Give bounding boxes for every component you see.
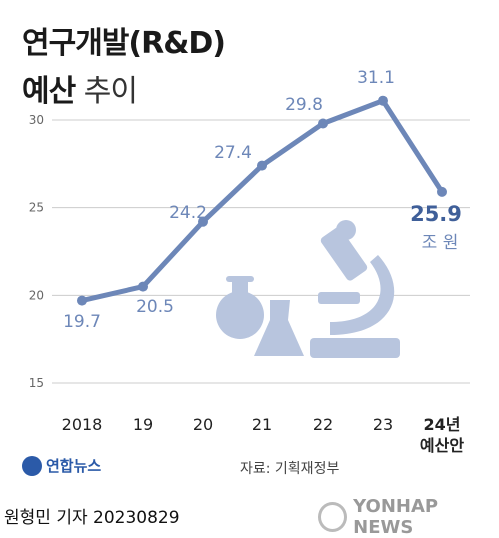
value-label: 27.4 bbox=[214, 143, 252, 163]
value-label: 24.2 bbox=[169, 203, 207, 223]
data-point-0 bbox=[77, 295, 87, 306]
x-tick-label: 21 bbox=[252, 415, 272, 434]
x-tick-label: 22 bbox=[313, 415, 333, 434]
title-word-trend: 추이 bbox=[83, 74, 138, 109]
value-label: 19.7 bbox=[63, 312, 101, 332]
y-tick-label: 30 bbox=[29, 113, 44, 127]
round-flask-icon bbox=[216, 291, 264, 339]
data-point-2 bbox=[198, 216, 208, 227]
yonhap-logo: 연합뉴스 bbox=[22, 455, 101, 476]
line-chart: 15 20 25 30 19.7 20.5 24.2 27.4 29.8 31.1 25.9 조 원… bbox=[29, 68, 470, 455]
value-label: 25.9 bbox=[410, 202, 462, 226]
microscope-arm-icon bbox=[330, 255, 395, 335]
lab-illustration-icon bbox=[216, 220, 400, 358]
conical-flask-icon bbox=[254, 300, 304, 356]
unit-label: 조 원 bbox=[422, 233, 459, 253]
x-tick-label: 24년 bbox=[424, 415, 461, 434]
value-label: 29.8 bbox=[285, 95, 323, 115]
x-tick-label: 예산안 bbox=[420, 436, 464, 455]
yonhap-globe-icon bbox=[22, 455, 42, 476]
author-credit: 원형민 기자 20230829 bbox=[4, 508, 180, 528]
x-tick-label: 19 bbox=[133, 415, 153, 434]
footer-bar: 원형민 기자 20230829 YONHAP NEWS bbox=[0, 493, 499, 538]
title-word-budget: 예산 bbox=[22, 74, 76, 109]
source-note: 자료: 기획재정부 bbox=[240, 461, 340, 477]
data-point-5 bbox=[378, 95, 388, 106]
microscope-stage-icon bbox=[318, 292, 360, 304]
series-layer bbox=[77, 95, 447, 306]
chart-subtitle: 예산 추이 bbox=[22, 66, 138, 110]
x-tick-label: 20 bbox=[193, 415, 213, 434]
watermark-ring-icon bbox=[318, 502, 348, 532]
watermark-text: YONHAP NEWS bbox=[353, 496, 439, 538]
y-tick-label: 20 bbox=[29, 288, 44, 302]
data-point-1 bbox=[138, 281, 148, 292]
microscope-tube-icon bbox=[320, 227, 368, 281]
grid-layer: 15 20 25 30 bbox=[29, 113, 470, 390]
data-point-3 bbox=[257, 160, 267, 171]
chart-card: 연구개발(R&D) 예산 추이 15 20 25 30 19.7 20.5 24.2 27.… bbox=[22, 26, 470, 477]
value-label: 31.1 bbox=[357, 68, 395, 88]
x-tick-label: 23 bbox=[373, 415, 393, 434]
yonhap-watermark: YONHAP NEWS bbox=[318, 496, 499, 538]
chart-title: 연구개발(R&D) bbox=[22, 26, 226, 61]
y-tick-label: 15 bbox=[29, 376, 44, 390]
round-flask-rim bbox=[226, 276, 254, 282]
value-label: 20.5 bbox=[136, 297, 174, 317]
logo-text: 연합뉴스 bbox=[46, 457, 102, 475]
y-tick-label: 25 bbox=[29, 201, 44, 215]
microscope-base-icon bbox=[310, 338, 400, 358]
data-point-6 bbox=[437, 186, 447, 197]
microscope-eyepiece-icon bbox=[336, 220, 356, 240]
x-tick-label: 2018 bbox=[62, 415, 103, 434]
label-layer: 19.7 20.5 24.2 27.4 29.8 31.1 25.9 조 원 2018 19 20 2… bbox=[62, 68, 465, 455]
round-flask-neck bbox=[232, 278, 248, 296]
data-point-4 bbox=[318, 118, 328, 129]
